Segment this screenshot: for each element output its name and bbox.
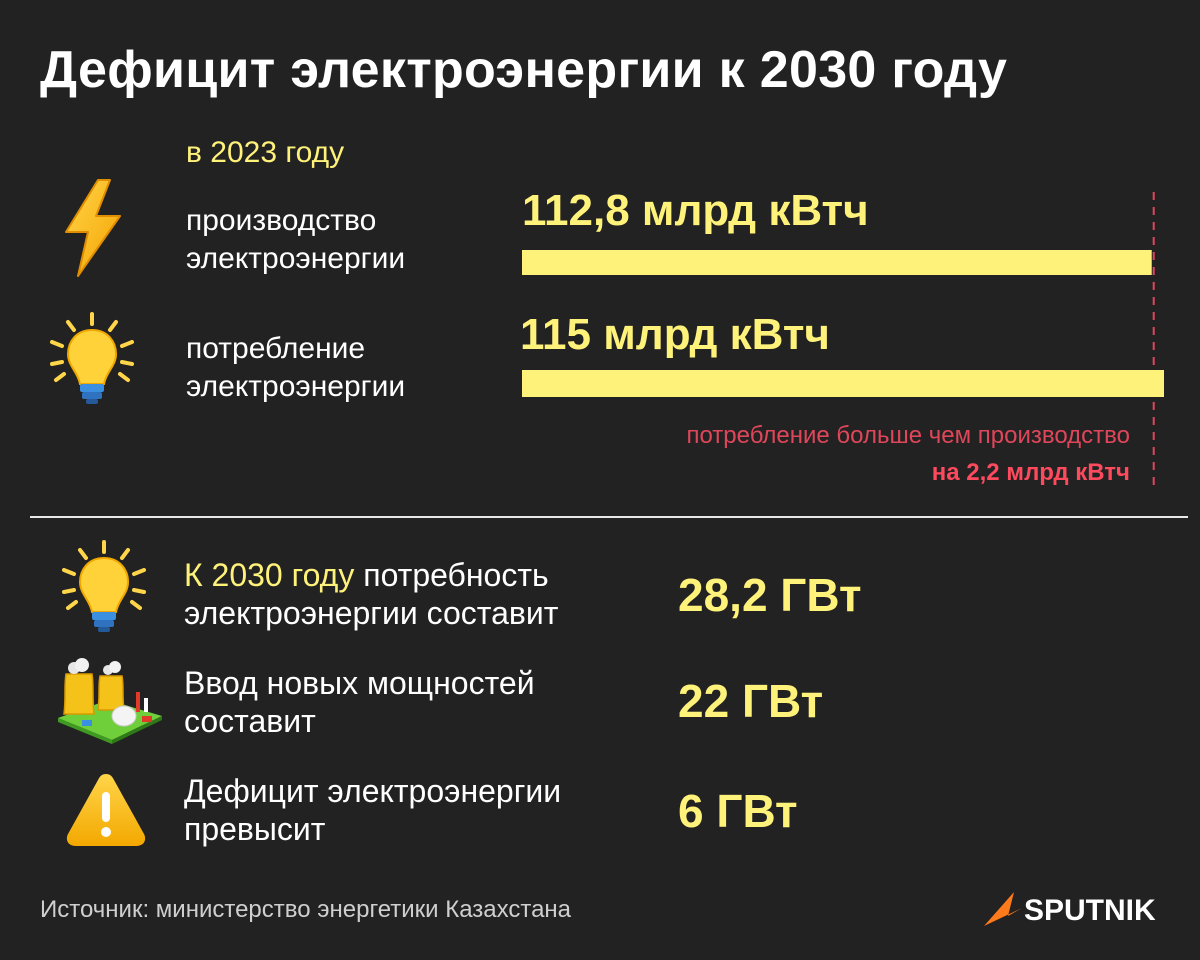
stat-label-new-capacity: Ввод новых мощностей составит xyxy=(184,665,535,739)
sputnik-logo-text: SPUTNIK xyxy=(1024,894,1156,927)
bar-consumption xyxy=(522,370,1164,397)
stat-label-demand: К 2030 году потребность электроэнергии с… xyxy=(184,557,559,631)
annotation-strong: на 2,2 млрд кВтч xyxy=(931,459,1130,486)
row-label-consumption: потребление электроэнергии xyxy=(186,332,406,403)
sputnik-logo: SPUTNIK xyxy=(984,892,1156,927)
sputnik-logo-icon xyxy=(984,892,1022,926)
annotation-text: потребление больше чем производство xyxy=(686,422,1130,449)
row-label-production: производство электроэнергии xyxy=(186,204,406,275)
divider xyxy=(30,516,1188,518)
lightbulb-icon xyxy=(62,540,146,632)
stat-value-new-capacity: 22 ГВт xyxy=(678,675,824,727)
lightbulb-icon xyxy=(50,312,134,404)
bar-value-label-consumption: 115 млрд кВтч xyxy=(520,310,830,359)
stat-label-deficit: Дефицит электроэнергии превысит xyxy=(184,773,562,847)
page-title: Дефицит электроэнергии к 2030 году xyxy=(40,41,1008,99)
bar-production xyxy=(522,250,1152,275)
power-plant-icon xyxy=(58,658,162,744)
source-note: Источник: министерство энергетики Казахс… xyxy=(40,896,572,923)
year-label: в 2023 году xyxy=(186,136,345,169)
stat-accent: К 2030 году xyxy=(184,557,355,593)
stat-value-demand: 28,2 ГВт xyxy=(678,569,862,621)
bar-chart xyxy=(522,192,1164,486)
lightning-icon xyxy=(65,179,121,277)
bar-value-label-production: 112,8 млрд кВтч xyxy=(522,186,869,235)
warning-icon xyxy=(66,774,146,846)
stat-value-deficit: 6 ГВт xyxy=(678,785,798,837)
